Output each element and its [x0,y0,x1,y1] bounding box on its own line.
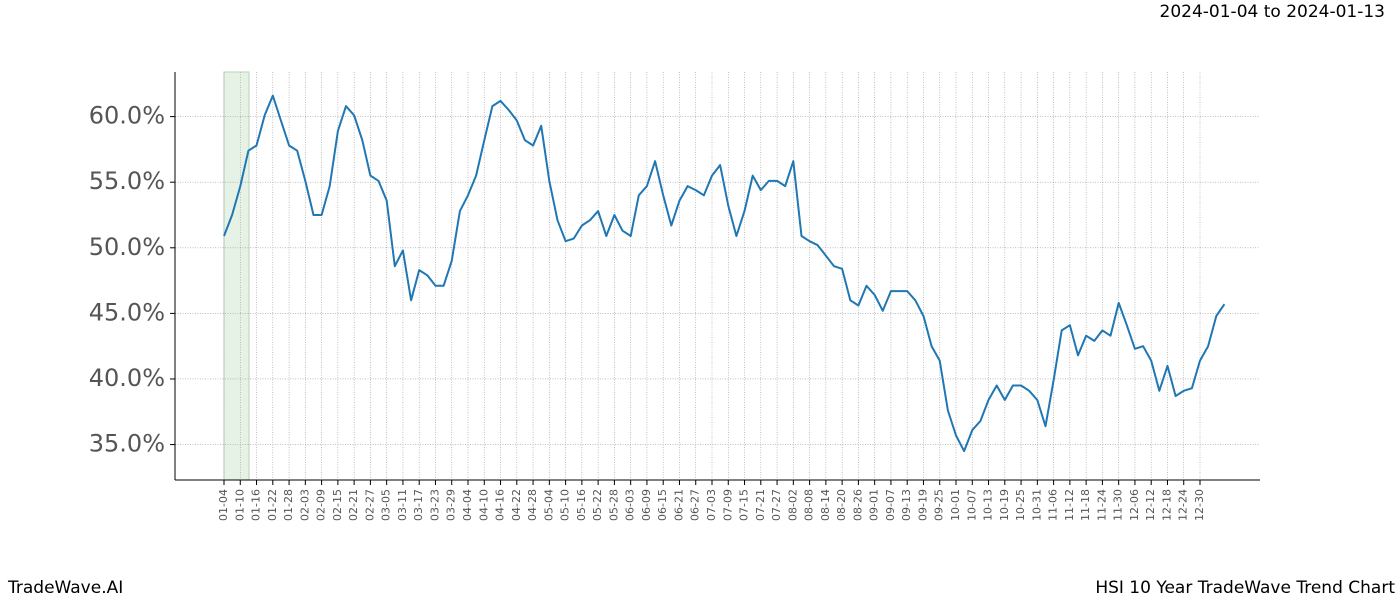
x-tick-label: 06-27 [689,489,702,521]
x-tick-label: 04-22 [510,489,523,521]
x-tick-label: 02-15 [331,489,344,521]
x-tick-label: 05-16 [575,489,588,521]
x-tick-label: 11-30 [1112,489,1125,521]
x-tick-label: 06-09 [640,489,653,521]
x-tick-label: 10-01 [949,489,962,521]
x-tick-label: 11-18 [1079,489,1092,521]
x-tick-label: 04-28 [526,489,539,521]
y-tick-label: 55.0% [89,167,165,195]
x-tick-label: 03-23 [428,489,441,521]
x-tick-label: 02-27 [363,489,376,521]
x-tick-label: 07-09 [721,489,734,521]
x-tick-label: 05-22 [591,489,604,521]
x-tick-label: 12-18 [1160,489,1173,521]
x-tick-label: 03-17 [412,489,425,521]
x-tick-label: 09-19 [916,489,929,521]
x-tick-label: 01-16 [250,489,263,521]
x-tick-label: 05-28 [607,489,620,521]
x-tick-label: 08-14 [819,489,832,521]
x-tick-label: 10-07 [965,489,978,521]
x-tick-label: 09-25 [933,489,946,521]
x-tick-label: 05-10 [559,489,572,521]
x-tick-label: 10-25 [1014,489,1027,521]
x-tick-label: 06-03 [624,489,637,521]
highlight-span [223,71,250,481]
x-tick-label: 07-21 [754,489,767,521]
footer-left: TradeWave.AI [7,578,123,598]
x-tick-label: 09-13 [900,489,913,521]
footer-right: HSI 10 Year TradeWave Trend Chart [1095,578,1395,598]
x-tick-label: 07-15 [738,489,751,521]
x-tick-label: 01-22 [266,489,279,521]
x-tick-label: 10-31 [1030,489,1043,521]
x-tick-label: 06-21 [672,489,685,521]
x-tick-label: 04-04 [461,489,474,521]
x-tick-label: 02-03 [298,489,311,521]
x-tick-label: 01-10 [233,489,246,521]
y-tick-label: 60.0% [89,102,165,130]
x-tick-label: 03-29 [445,489,458,521]
x-tick-label: 04-16 [494,489,507,521]
y-tick-label: 35.0% [89,430,165,458]
y-tick-label: 40.0% [89,364,165,392]
x-tick-label: 10-13 [982,489,995,521]
x-tick-label: 03-11 [396,489,409,521]
x-tick-label: 02-21 [347,489,360,521]
x-tick-label: 12-12 [1144,489,1157,521]
x-tick-label: 01-04 [217,489,230,521]
x-tick-label: 08-26 [851,489,864,521]
x-tick-label: 02-09 [315,489,328,521]
x-tick-label: 01-28 [282,489,295,521]
x-tick-label: 08-02 [786,489,799,521]
x-tick-label: 04-10 [477,489,490,521]
x-tick-label: 08-20 [835,489,848,521]
x-tick-label: 12-30 [1193,489,1206,521]
x-tick-label: 11-12 [1063,489,1076,521]
y-tick-label: 45.0% [89,298,165,326]
x-tick-label: 12-24 [1177,489,1190,521]
x-tick-label: 09-07 [884,489,897,521]
x-tick-label: 11-24 [1095,489,1108,521]
x-tick-label: 05-04 [542,489,555,521]
x-tick-label: 10-19 [998,489,1011,521]
x-tick-label: 11-06 [1047,489,1060,521]
x-tick-label: 08-08 [803,489,816,521]
x-tick-label: 07-03 [705,489,718,521]
x-tick-label: 12-06 [1128,489,1141,521]
x-tick-label: 03-05 [380,489,393,521]
x-tick-label: 07-27 [770,489,783,521]
x-tick-label: 06-15 [656,489,669,521]
y-tick-label: 50.0% [89,233,165,261]
data-line [223,94,1226,453]
x-tick-label: 09-01 [868,489,881,521]
chart-title: 2024-01-04 to 2024-01-13 [1160,2,1385,22]
